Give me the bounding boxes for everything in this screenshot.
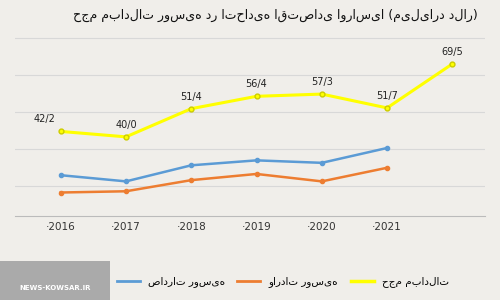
Text: 51/7: 51/7: [376, 91, 398, 101]
Text: 69/5: 69/5: [442, 47, 463, 57]
Text: NEWS-KOWSAR.IR: NEWS-KOWSAR.IR: [19, 285, 91, 291]
Text: 51/4: 51/4: [180, 92, 202, 102]
Text: 42/2: 42/2: [33, 115, 55, 124]
Text: 40/0: 40/0: [115, 120, 137, 130]
Text: 57/3: 57/3: [311, 77, 332, 87]
Legend: صادرات روسیه, واردات روسیه, حجم مبادلات: صادرات روسیه, واردات روسیه, حجم مبادلات: [112, 272, 454, 291]
Text: حجم مبادلات روسیه در اتحادیه اقتصادی اوراسیا (میلیارد دلار): حجم مبادلات روسیه در اتحادیه اقتصادی اور…: [72, 9, 477, 22]
Text: 56/4: 56/4: [246, 80, 268, 89]
